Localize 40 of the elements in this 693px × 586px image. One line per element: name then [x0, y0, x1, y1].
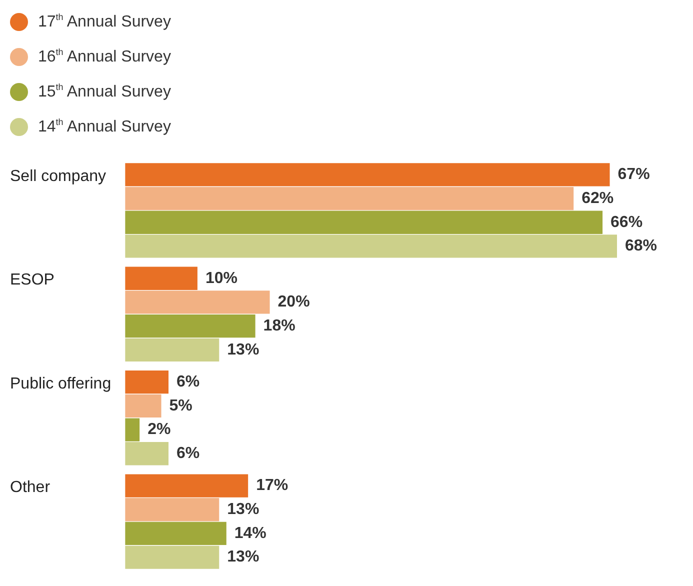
- bar: [125, 266, 198, 290]
- data-label: 14%: [234, 524, 266, 542]
- data-label: 10%: [205, 270, 238, 287]
- data-label: 13%: [227, 548, 260, 566]
- data-label: 67%: [618, 166, 650, 184]
- y-tick-label: Other: [10, 478, 51, 496]
- y-tick-label: Public offering: [10, 375, 112, 392]
- data-label: 62%: [582, 190, 614, 207]
- bar: [125, 498, 220, 522]
- bar: [125, 210, 603, 234]
- bar: [125, 442, 169, 466]
- bar: [125, 314, 256, 338]
- bar: [125, 474, 248, 498]
- data-label: 66%: [610, 214, 643, 231]
- data-label: 5%: [169, 397, 192, 414]
- legend-label: 15$^{th}$ Annual Survey: [38, 82, 171, 102]
- bar: [125, 522, 226, 546]
- data-label: 13%: [227, 341, 260, 358]
- bar: [125, 546, 220, 569]
- y-tick-label: ESOP: [10, 272, 54, 289]
- data-label: 2%: [148, 421, 171, 438]
- data-label: 13%: [227, 501, 260, 518]
- bar: [125, 186, 574, 210]
- bar: [125, 394, 162, 418]
- data-label: 6%: [176, 373, 200, 390]
- data-label: 18%: [263, 317, 296, 334]
- bar: [125, 418, 140, 442]
- bar: [125, 163, 610, 186]
- data-label: 17%: [256, 477, 288, 494]
- bar: [125, 234, 617, 258]
- bar: [125, 370, 169, 394]
- bar: [125, 290, 270, 314]
- bar: [125, 338, 220, 362]
- data-label: 6%: [176, 445, 200, 462]
- y-tick-label: Sell company: [10, 168, 106, 185]
- data-label: 20%: [278, 294, 310, 311]
- legend-label: 17$^{th}$ Annual Survey: [38, 12, 171, 32]
- data-label: 68%: [625, 238, 658, 255]
- legend-label: 16$^{th}$ Annual Survey: [38, 46, 171, 66]
- legend-label: 14$^{th}$ Annual Survey: [38, 116, 171, 136]
